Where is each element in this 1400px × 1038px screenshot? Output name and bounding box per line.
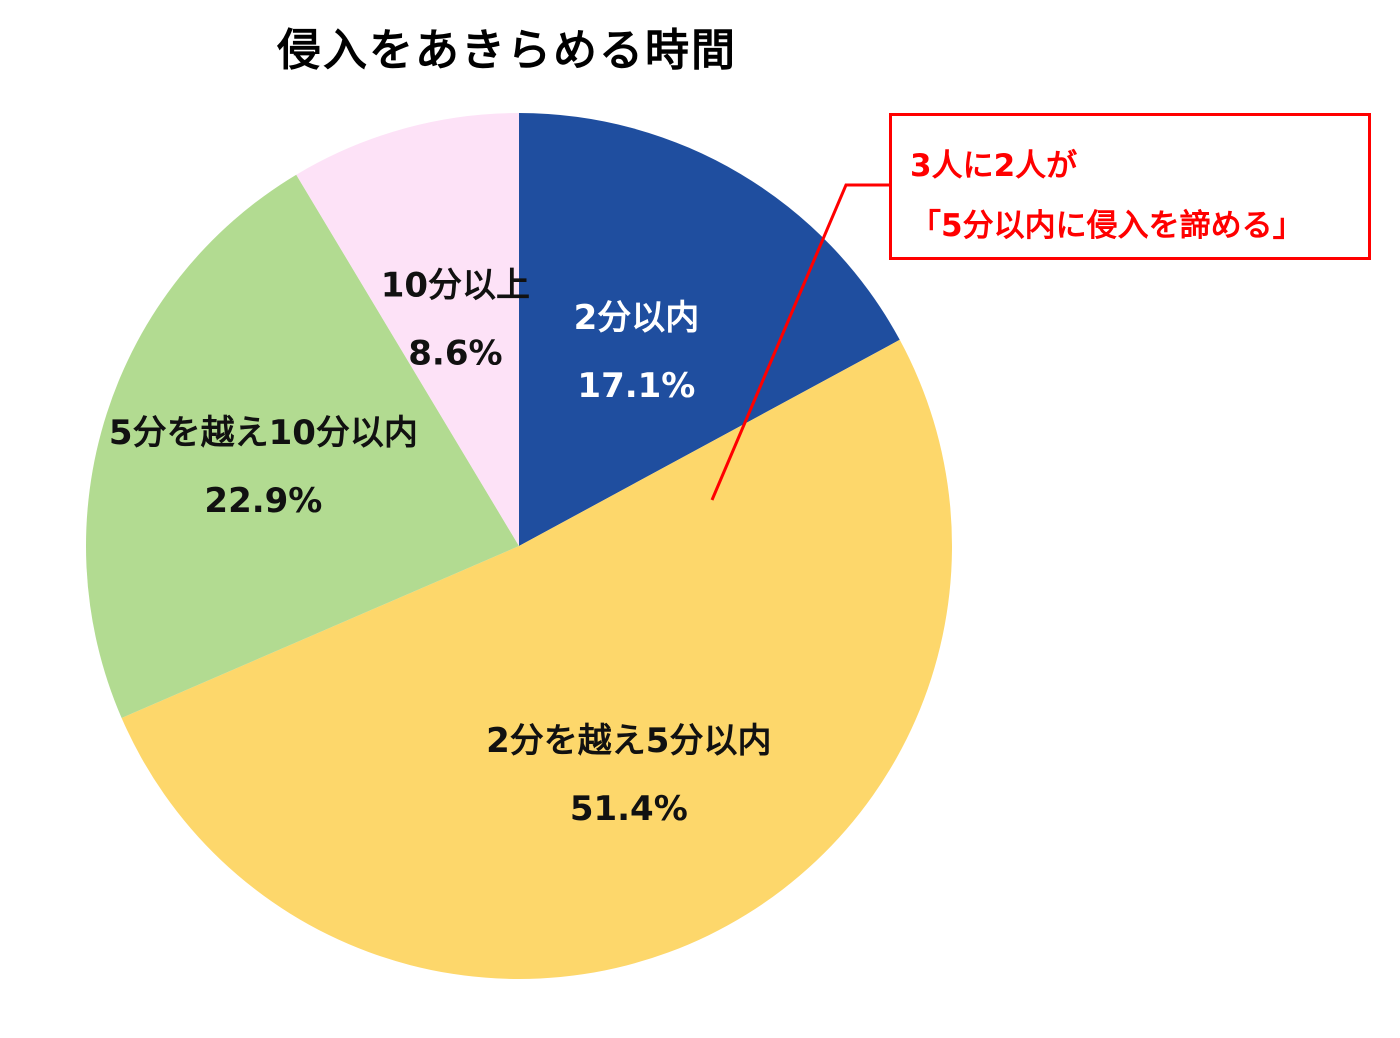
slice-value-label-3: 22.9% — [204, 481, 322, 521]
slice-value-label-2: 51.4% — [570, 789, 688, 829]
slice-label-2: 2分を越え5分以内 — [486, 721, 771, 761]
callout-leader-line — [710, 183, 889, 501]
callout-box: 3人に2人が 「5分以内に侵入を諦める」 — [889, 113, 1371, 260]
slice-label-3: 5分を越え10分以内 — [109, 413, 418, 453]
slice-label-4: 10分以上 — [381, 266, 530, 306]
pie-slice-2 — [121, 339, 952, 980]
pie-slice-4 — [296, 113, 519, 546]
pie-slice-1 — [519, 113, 900, 546]
callout-text-line-1: 3人に2人が — [910, 148, 1078, 184]
callout-text-line-2: 「5分以内に侵入を諦める」 — [910, 208, 1304, 244]
pie-slice-3 — [85, 174, 519, 718]
pie-slices — [85, 113, 952, 980]
slice-labels: 2分以内 17.1% 2分を越え5分以内 51.4% 5分を越え10分以内 22.9% 10… — [109, 266, 772, 829]
slice-value-label-1: 17.1% — [577, 366, 695, 406]
chart-title: 侵入をあきらめる時間 — [277, 25, 737, 76]
slice-value-label-4: 8.6% — [408, 334, 502, 374]
slice-label-1: 2分以内 — [574, 298, 700, 338]
